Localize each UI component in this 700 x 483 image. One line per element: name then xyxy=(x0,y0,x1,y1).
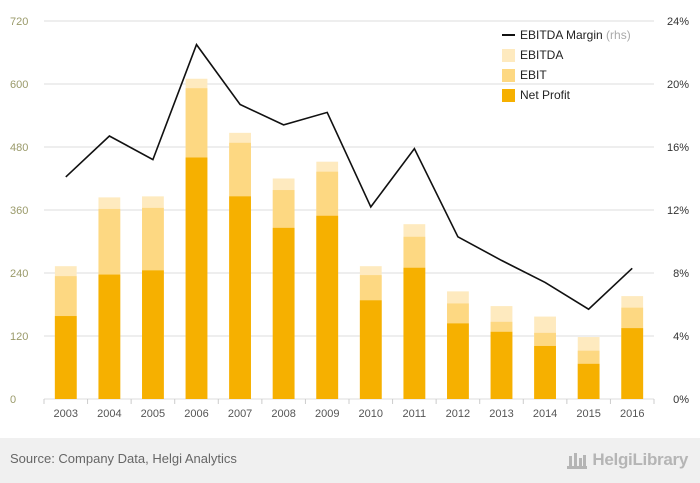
bar-net-profit xyxy=(54,316,77,399)
chart-svg: 0 120 240 360 480 600 720 0% 4% 8% 12% 16% 20% 24% 200… xyxy=(10,16,689,420)
library-logo-icon xyxy=(567,453,588,469)
legend-label-net-profit: Net Profit xyxy=(520,88,571,102)
x-tick-label: 2016 xyxy=(620,408,644,420)
bar-net-profit xyxy=(577,363,600,399)
bar-net-profit xyxy=(229,196,251,399)
brand-name: HelgiLibrary xyxy=(592,450,688,469)
footer: Source: Company Data, Helgi Analytics He… xyxy=(0,438,700,483)
x-tick-label: 2015 xyxy=(576,408,600,420)
x-tick-label: 2008 xyxy=(271,408,295,420)
brand-logo: HelgiLibrary xyxy=(566,448,688,472)
bar-net-profit xyxy=(403,267,426,399)
legend-swatch-ebit xyxy=(502,69,515,82)
bar-net-profit xyxy=(185,157,208,399)
y-left-tick-label: 240 xyxy=(10,268,28,280)
legend-swatch-net-profit xyxy=(502,89,515,102)
x-tick-label: 2005 xyxy=(141,408,165,420)
bar-net-profit xyxy=(98,274,121,399)
x-tick-label: 2003 xyxy=(54,408,78,420)
x-tick-label: 2009 xyxy=(315,408,339,420)
y-right-tick-label: 8% xyxy=(673,268,689,280)
legend-label-ebit: EBIT xyxy=(520,68,547,82)
x-tick-label: 2007 xyxy=(228,408,252,420)
bar-net-profit xyxy=(316,215,339,399)
legend-swatch-ebitda xyxy=(502,49,515,62)
x-tick-label: 2010 xyxy=(359,408,383,420)
y-right-tick-label: 0% xyxy=(673,394,689,406)
y-left-tick-label: 120 xyxy=(10,331,28,343)
y-right-tick-label: 16% xyxy=(667,142,689,154)
bar-net-profit xyxy=(621,328,644,399)
y-left-tick-label: 720 xyxy=(10,16,28,28)
legend-label-margin: EBITDA Margin (rhs) xyxy=(520,28,631,42)
bar-net-profit xyxy=(447,323,469,399)
y-right-tick-label: 12% xyxy=(667,205,689,217)
bar-net-profit xyxy=(272,227,295,399)
legend-label-ebitda: EBITDA xyxy=(520,48,563,62)
y-left-tick-label: 600 xyxy=(10,79,28,91)
y-left-tick-label: 360 xyxy=(10,205,28,217)
y-right-tick-label: 20% xyxy=(667,79,689,91)
x-tick-label: 2011 xyxy=(403,408,427,420)
bar-net-profit xyxy=(490,331,513,399)
y-right-tick-label: 4% xyxy=(673,331,689,343)
bar-net-profit xyxy=(534,345,556,399)
x-tick-label: 2013 xyxy=(489,408,513,420)
legend-label-margin-suffix: (rhs) xyxy=(606,28,631,42)
bar-net-profit xyxy=(142,270,164,399)
x-tick-label: 2012 xyxy=(446,408,470,420)
y-left-tick-label: 0 xyxy=(10,394,16,406)
x-tick-label: 2006 xyxy=(184,408,208,420)
bar-net-profit xyxy=(359,300,382,399)
y-left-tick-label: 480 xyxy=(10,142,28,154)
ebitda-margin-line xyxy=(65,42,633,311)
y-right-tick-label: 24% xyxy=(667,16,689,28)
source-text: Source: Company Data, Helgi Analytics xyxy=(10,451,237,466)
x-tick-label: 2004 xyxy=(97,408,121,420)
x-tick-label: 2014 xyxy=(533,408,557,420)
